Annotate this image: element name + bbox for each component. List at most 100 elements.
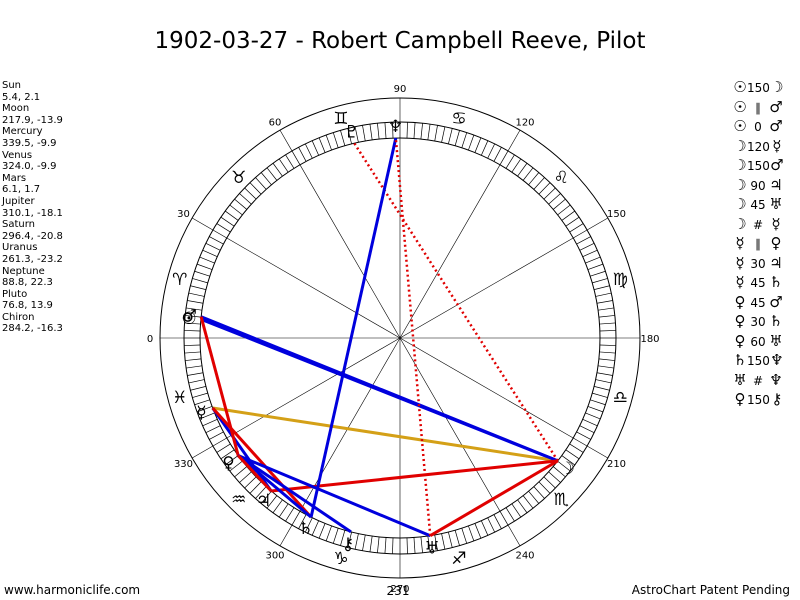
sign-glyph-icon: ♐: [451, 549, 466, 569]
aspect-line-mercury-jupiter: [211, 407, 273, 492]
house-division-line: [226, 237, 401, 339]
degree-tick: [392, 537, 394, 554]
aspect-planet-glyph: ☽: [733, 136, 747, 155]
degree-tick: [229, 460, 243, 472]
degree-tick: [260, 172, 272, 186]
degree-tick: [543, 187, 556, 200]
degree-tick: [528, 172, 540, 186]
sun-glyph-icon: ☉: [181, 309, 196, 329]
sign-glyph-icon: ♌: [554, 168, 569, 188]
aspect-planet-glyph: ♂: [770, 156, 784, 174]
aspect-type: 150: [747, 354, 770, 368]
degree-tick: [406, 122, 408, 139]
degree-tick: [427, 124, 431, 140]
degree-tick: [511, 503, 522, 518]
jupiter-glyph-icon: ♃: [256, 491, 271, 511]
degree-tick: [474, 137, 482, 153]
degree-tick: [272, 499, 283, 513]
degree-label-120: 120: [515, 117, 534, 128]
degree-tick: [187, 372, 204, 376]
house-division-line: [399, 164, 501, 339]
degree-tick: [454, 530, 460, 546]
degree-tick: [599, 330, 616, 332]
degree-tick: [298, 514, 307, 529]
degree-tick: [565, 216, 580, 227]
pluto-glyph-icon: ♇: [344, 123, 359, 143]
sign-glyph-icon: ♓: [172, 388, 187, 408]
degree-tick: [278, 158, 289, 173]
degree-tick: [593, 285, 610, 290]
aspect-planet-glyph: ♅: [769, 195, 783, 213]
aspect-type: 45: [750, 198, 766, 212]
degree-tick: [474, 523, 482, 539]
degree-tick: [340, 130, 346, 146]
sign-glyph-icon: ♉: [231, 168, 246, 188]
mars-glyph-icon: ♂: [182, 306, 197, 326]
planet-name-jupiter: Jupiter: [2, 195, 35, 207]
degree-tick: [561, 455, 575, 466]
degree-tick: [354, 126, 359, 143]
degree-tick: [448, 531, 453, 548]
aspect-planet-glyph: ♂: [769, 292, 783, 311]
degree-tick: [596, 300, 613, 304]
planet-name-venus: Venus: [2, 149, 33, 161]
planet-values-pluto: 76.8, 13.9: [2, 300, 53, 312]
degree-tick: [318, 137, 326, 153]
aspect-row: ☽150♂: [733, 156, 784, 176]
footer-website[interactable]: www.harmoniclife.com: [4, 583, 141, 597]
aspect-planet-glyph: ☉: [733, 78, 747, 96]
degree-tick: [291, 150, 301, 165]
degree-tick: [184, 344, 201, 346]
degree-tick: [190, 285, 207, 290]
degree-tick: [548, 471, 561, 483]
aspect-type: #: [752, 373, 764, 388]
degree-tick: [576, 431, 591, 440]
sign-glyph-icon: ♎: [613, 388, 628, 408]
degree-tick: [347, 128, 352, 145]
degree-tick: [582, 419, 598, 427]
degree-label-150: 150: [607, 209, 626, 220]
aspect-line-venus-saturn: [237, 454, 313, 519]
planet-values-moon: 217.9, -13.9: [2, 114, 63, 126]
degree-tick: [216, 443, 231, 453]
degree-tick: [192, 278, 208, 284]
planet-values-chiron: 284.2, -16.3: [2, 323, 63, 335]
degree-tick: [441, 533, 446, 550]
degree-tick: [585, 412, 601, 420]
degree-tick: [304, 517, 313, 533]
sign-glyph-icon: ♒: [231, 490, 246, 510]
aspect-planet-glyph: ⚷: [771, 390, 783, 408]
sign-glyph-icon: ♑: [333, 549, 348, 569]
aspect-planet-glyph: ☿: [735, 253, 745, 272]
aspect-row: ♀ 150 ⚷: [733, 390, 784, 410]
sign-division-line: [192, 217, 214, 231]
degree-tick: [569, 223, 584, 233]
aspect-line-moon-mercury: [212, 406, 559, 463]
degree-tick: [249, 481, 262, 494]
degree-tick: [186, 365, 202, 369]
degree-tick: [573, 229, 588, 239]
degree-label-330: 330: [174, 459, 193, 470]
degree-tick: [266, 167, 278, 181]
aspect-planet-glyph: ♆: [770, 351, 784, 369]
degree-tick: [199, 256, 215, 264]
degree-tick: [434, 534, 438, 551]
chiron-glyph-icon: ⚷: [342, 535, 354, 555]
degree-tick: [505, 154, 515, 169]
degree-tick: [499, 150, 509, 165]
aspect-line-moon-mars: [200, 315, 559, 463]
degree-tick: [590, 270, 606, 277]
planet-values-mars: 6.1, 1.7: [2, 184, 41, 196]
aspect-planet-glyph: ♀: [734, 312, 746, 330]
degree-label-210: 210: [607, 459, 626, 470]
house-division-line: [299, 164, 401, 339]
degree-tick: [278, 503, 289, 518]
planet-values-sun: 5.4, 2.1: [2, 91, 41, 103]
degree-tick: [579, 242, 595, 251]
planet-name-moon: Moon: [2, 103, 30, 115]
degree-tick: [188, 379, 205, 384]
aspect-row: ☽ # ☿: [733, 215, 784, 235]
degree-tick: [318, 523, 326, 539]
planet-positions-list: Sun 5.4, 2.1 Moon 217.9, -13.9 Mercury 339.5,…: [2, 80, 63, 335]
aspect-planet-glyph: ♂: [769, 117, 783, 135]
